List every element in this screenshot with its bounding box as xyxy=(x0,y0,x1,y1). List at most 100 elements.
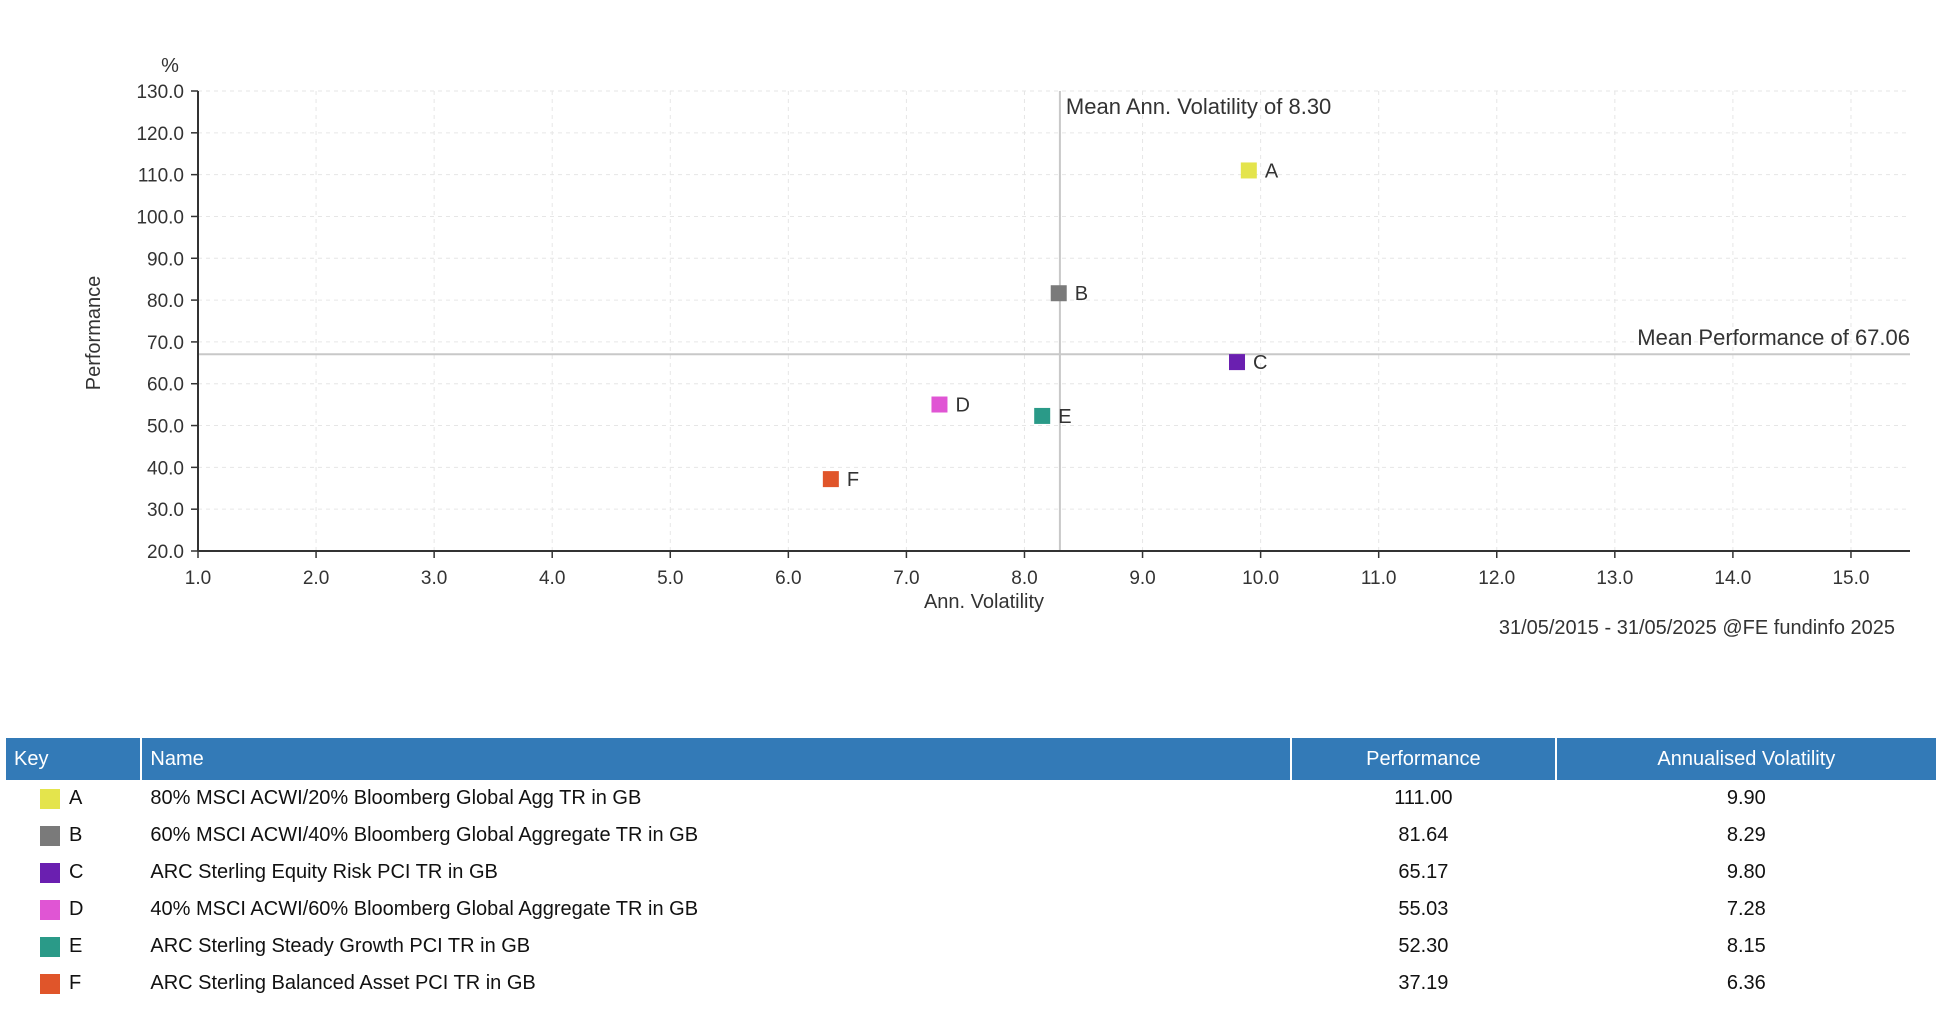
table-row: B 60% MSCI ACWI/40% Bloomberg Global Aggr… xyxy=(6,817,1936,854)
y-axis-title: Performance xyxy=(83,276,105,391)
x-tick-label: 10.0 xyxy=(1242,568,1279,589)
table-row: C ARC Sterling Equity Risk PCI TR in GB 65… xyxy=(6,854,1936,891)
x-tick-label: 9.0 xyxy=(1129,568,1155,589)
reference-lines: Mean Ann. Volatility of 8.30 Mean Perform… xyxy=(198,91,1910,551)
y-tick-label: 90.0 xyxy=(147,249,184,270)
key-swatch xyxy=(40,862,60,883)
cell-volatility: 9.90 xyxy=(1726,787,1766,809)
key-swatch xyxy=(40,973,60,994)
x-tick-label: 8.0 xyxy=(1011,568,1037,589)
y-tick-label: 70.0 xyxy=(147,333,184,354)
x-tick-label: 1.0 xyxy=(185,568,211,589)
key-letter: B xyxy=(69,824,83,847)
cell-volatility: 6.36 xyxy=(1726,972,1766,994)
cell-name: 60% MSCI ACWI/40% Bloomberg Global Aggre… xyxy=(150,824,699,846)
x-tick-label: 2.0 xyxy=(303,568,329,589)
key-letter: E xyxy=(69,935,83,958)
table-row: E ARC Sterling Steady Growth PCI TR in GB… xyxy=(6,928,1936,965)
cell-volatility: 8.29 xyxy=(1726,824,1766,846)
table-row: F ARC Sterling Balanced Asset PCI TR in G… xyxy=(6,965,1936,1002)
data-point-label: D xyxy=(955,395,969,417)
cell-key: D xyxy=(6,891,140,928)
key-table: Key Name Performance Annualised Volatili… xyxy=(4,738,1938,1002)
y-tick-label: 80.0 xyxy=(147,291,184,312)
tick-labels: 20.0 30.0 40.0 50.0 60.0 70.0 80.0 90.0 100.0 110… xyxy=(136,82,1869,589)
scatter-chart: Mean Ann. Volatility of 8.30 Mean Perform… xyxy=(83,55,1910,639)
cell-name: 40% MSCI ACWI/60% Bloomberg Global Aggre… xyxy=(150,898,699,920)
header-performance[interactable]: Performance xyxy=(1292,738,1555,780)
data-point-label: E xyxy=(1058,406,1071,428)
y-tick-label: 60.0 xyxy=(147,375,184,396)
y-tick-label: 100.0 xyxy=(136,207,184,228)
cell-volatility: 9.80 xyxy=(1726,861,1766,883)
data-point-label: F xyxy=(847,469,859,491)
cell-name: ARC Sterling Steady Growth PCI TR in GB xyxy=(150,935,531,957)
mean-volatility-label: Mean Ann. Volatility of 8.30 xyxy=(1066,94,1331,119)
cell-performance: 55.03 xyxy=(1398,898,1449,920)
cell-volatility: 7.28 xyxy=(1726,898,1766,920)
data-point-label: C xyxy=(1253,352,1267,374)
x-tick-label: 12.0 xyxy=(1478,568,1515,589)
chart-svg: Mean Ann. Volatility of 8.30 Mean Perform… xyxy=(83,55,1910,639)
cell-performance: 111.00 xyxy=(1394,787,1453,809)
cell-performance: 37.19 xyxy=(1398,972,1449,994)
cell-key: A xyxy=(6,780,140,817)
y-tick-label: 120.0 xyxy=(136,124,184,145)
y-tick-label: 30.0 xyxy=(147,500,184,521)
key-letter: D xyxy=(69,898,84,921)
y-axis-unit: % xyxy=(161,55,179,77)
cell-performance: 81.64 xyxy=(1398,824,1449,846)
cell-key: B xyxy=(6,817,140,854)
y-tick-label: 40.0 xyxy=(147,458,184,479)
cell-name: ARC Sterling Equity Risk PCI TR in GB xyxy=(150,861,498,883)
x-tick-label: 14.0 xyxy=(1714,568,1751,589)
header-name[interactable]: Name xyxy=(142,738,1291,780)
y-tick-label: 130.0 xyxy=(136,82,184,103)
cell-name: ARC Sterling Balanced Asset PCI TR in GB xyxy=(150,972,536,994)
table-row: D 40% MSCI ACWI/60% Bloomberg Global Aggr… xyxy=(6,891,1936,928)
x-tick-label: 13.0 xyxy=(1596,568,1633,589)
data-point[interactable] xyxy=(1034,407,1051,424)
chart-footer: 31/05/2015 - 31/05/2025 @FE fundinfo 202… xyxy=(1499,617,1895,639)
cell-performance: 65.17 xyxy=(1398,861,1449,883)
cell-key: F xyxy=(6,965,140,1002)
key-swatch xyxy=(40,788,60,809)
data-point[interactable] xyxy=(1240,162,1257,179)
y-tick-label: 50.0 xyxy=(147,417,184,438)
cell-performance: 52.30 xyxy=(1398,935,1449,957)
data-point-label: A xyxy=(1265,160,1279,182)
key-swatch xyxy=(40,825,60,846)
table-body: A 80% MSCI ACWI/20% Bloomberg Global Agg … xyxy=(6,780,1936,1002)
x-tick-label: 6.0 xyxy=(775,568,801,589)
x-tick-label: 5.0 xyxy=(657,568,683,589)
x-tick-label: 3.0 xyxy=(421,568,447,589)
header-volatility[interactable]: Annualised Volatility xyxy=(1556,738,1936,780)
key-table-container: Key Name Performance Annualised Volatili… xyxy=(6,738,1938,1002)
key-letter: C xyxy=(69,861,84,884)
data-point[interactable] xyxy=(1050,285,1067,302)
cell-key: E xyxy=(6,928,140,965)
y-tick-label: 20.0 xyxy=(147,542,184,563)
cell-key: C xyxy=(6,854,140,891)
grid-layer xyxy=(197,90,1910,552)
data-point[interactable] xyxy=(931,396,948,413)
key-swatch xyxy=(40,936,60,957)
data-point[interactable] xyxy=(1229,354,1246,371)
x-tick-label: 7.0 xyxy=(893,568,919,589)
data-point[interactable] xyxy=(822,471,839,488)
data-points: A B C D E F xyxy=(822,160,1279,491)
data-point-label: B xyxy=(1075,283,1088,305)
mean-performance-label: Mean Performance of 67.06 xyxy=(1637,325,1910,350)
cell-name: 80% MSCI ACWI/20% Bloomberg Global Agg T… xyxy=(150,787,642,809)
table-header-row: Key Name Performance Annualised Volatili… xyxy=(6,738,1936,780)
key-swatch xyxy=(40,899,60,920)
key-letter: A xyxy=(69,787,83,810)
cell-volatility: 8.15 xyxy=(1726,935,1766,957)
key-letter: F xyxy=(69,972,82,995)
table-row: A 80% MSCI ACWI/20% Bloomberg Global Agg … xyxy=(6,780,1936,817)
header-key[interactable]: Key xyxy=(6,738,141,780)
x-tick-label: 15.0 xyxy=(1832,568,1869,589)
x-axis-title: Ann. Volatility xyxy=(924,591,1044,613)
x-tick-label: 4.0 xyxy=(539,568,565,589)
axes xyxy=(197,91,1910,552)
